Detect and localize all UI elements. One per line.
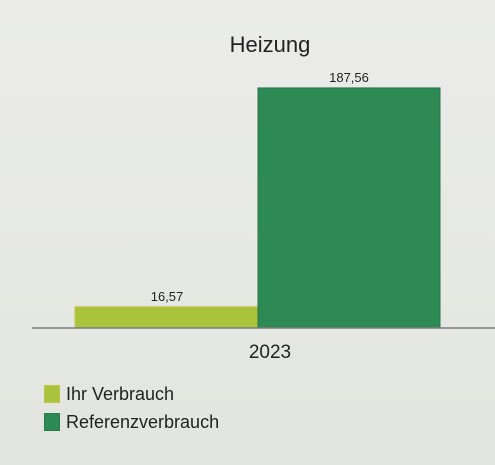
data-label: 187,56 (329, 70, 369, 85)
bar-referenzverbrauch (257, 87, 441, 329)
legend-label: Referenzverbrauch (66, 411, 220, 432)
chart-title: Heizung (230, 32, 311, 57)
bar-ihr-verbrauch (74, 306, 260, 329)
legend-swatch-referenzverbrauch (44, 413, 60, 431)
bar-chart: Heizung 16,57 187,56 2023 (32, 32, 495, 363)
legend-item-ihr-verbrauch: Ihr Verbrauch (44, 380, 219, 408)
x-tick-label: 2023 (249, 342, 291, 363)
legend-label: Ihr Verbrauch (66, 383, 175, 404)
legend-swatch-ihr-verbrauch (44, 385, 60, 403)
legend: Ihr Verbrauch Referenzverbrauch (44, 380, 219, 436)
data-label: 16,57 (151, 289, 184, 304)
legend-item-referenzverbrauch: Referenzverbrauch (44, 408, 219, 436)
